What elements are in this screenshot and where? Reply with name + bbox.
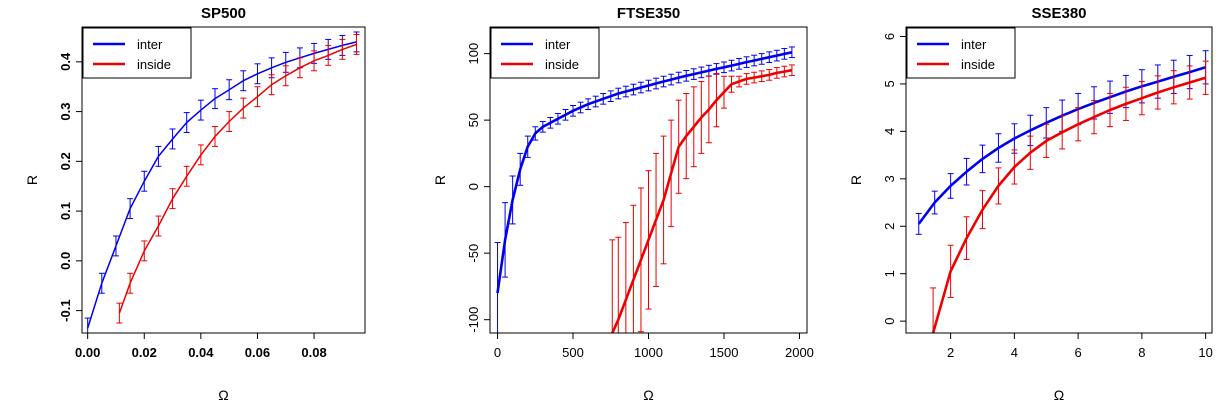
x-tick-label: 8 xyxy=(1138,345,1145,360)
x-tick-label: 2 xyxy=(947,345,954,360)
y-tick-label: 6 xyxy=(882,33,897,40)
y-tick-label: 5 xyxy=(882,80,897,87)
series-inside-line xyxy=(611,68,793,333)
chart-title: SSE380 xyxy=(1031,5,1086,22)
y-tick-label: 50 xyxy=(466,113,481,127)
plot-frame xyxy=(905,26,1213,334)
legend-box xyxy=(906,27,1016,79)
y-tick-label: 0.0 xyxy=(58,252,73,270)
chart-title: SP500 xyxy=(201,5,246,22)
legend: inter inside xyxy=(82,27,192,79)
chart-title: FTSE350 xyxy=(617,5,680,22)
x-tick-label: 1000 xyxy=(634,345,663,360)
y-tick-label: 4 xyxy=(882,128,897,135)
x-tick-label: 0.08 xyxy=(301,345,326,360)
legend-label-inside: inside xyxy=(961,57,995,72)
y-tick-label: 0.3 xyxy=(58,103,73,121)
data-layer xyxy=(84,31,360,333)
panel-sp500: SP500 0.00 0.02 0.04 0.06 0.08 -0.1 0.0 0.1 0.2 0.… xyxy=(24,5,366,403)
legend-label-inter: inter xyxy=(961,37,987,52)
y-tick-label: 0.1 xyxy=(58,202,73,220)
data-layer xyxy=(494,46,795,333)
y-tick-label: 0 xyxy=(466,183,481,190)
y-tick-label: 0.4 xyxy=(58,52,73,71)
y-tick-label: 3 xyxy=(882,175,897,182)
x-tick-label: 1500 xyxy=(710,345,739,360)
y-tick-label: 1 xyxy=(882,270,897,277)
x-tick-label: 6 xyxy=(1075,345,1082,360)
x-tick-label: 500 xyxy=(562,345,584,360)
legend-label-inter: inter xyxy=(545,37,571,52)
legend-box xyxy=(490,27,600,79)
plot-frame xyxy=(81,26,366,334)
y-tick-label: -0.1 xyxy=(58,299,73,321)
x-tick-label: 2000 xyxy=(785,345,814,360)
x-axis-label: Ω xyxy=(218,387,228,403)
y-tick-label: 100 xyxy=(466,43,481,65)
x-axis-label: Ω xyxy=(643,387,653,403)
y-tick-label: -50 xyxy=(466,244,481,263)
series-inter-line xyxy=(496,51,793,294)
y-tick-label: 0 xyxy=(882,318,897,325)
y-tick-label: 2 xyxy=(882,223,897,230)
x-tick-label: 10 xyxy=(1198,345,1212,360)
x-tick-label: 0.06 xyxy=(245,345,270,360)
y-axis-label: R xyxy=(24,175,40,185)
y-tick-label: 0.2 xyxy=(58,152,73,170)
legend: inter inside xyxy=(906,27,1016,79)
legend: inter inside xyxy=(490,27,600,79)
x-tick-label: 0.04 xyxy=(188,345,214,360)
series-inside-line xyxy=(118,43,357,314)
series-inter-line xyxy=(86,41,357,329)
y-axis-label: R xyxy=(848,175,864,185)
y-tick-label: -100 xyxy=(466,307,481,333)
legend-label-inside: inside xyxy=(137,57,171,72)
x-axis-label: Ω xyxy=(1054,387,1064,403)
x-tick-label: 0.02 xyxy=(132,345,157,360)
panel-ftse350: FTSE350 0 500 1000 1500 2000 -100 -50 0 50 100 Ω Rin… xyxy=(432,5,814,403)
legend-box xyxy=(82,27,192,79)
y-axis-label: R xyxy=(432,175,448,185)
x-tick-label: 0 xyxy=(494,345,501,360)
series-inside-line xyxy=(931,76,1206,333)
legend-label-inter: inter xyxy=(137,37,163,52)
legend-label-inside: inside xyxy=(545,57,579,72)
x-tick-label: 0.00 xyxy=(75,345,100,360)
x-tick-label: 4 xyxy=(1011,345,1018,360)
data-layer xyxy=(915,50,1209,333)
